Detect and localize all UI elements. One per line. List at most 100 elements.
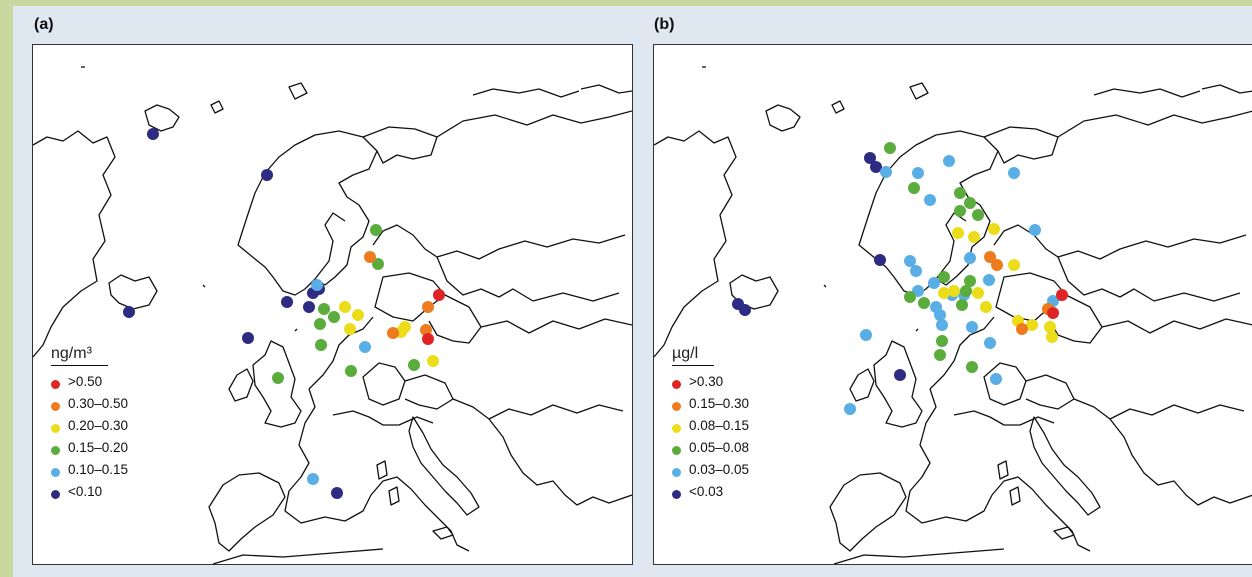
station-dot	[912, 167, 924, 179]
station-dot	[954, 187, 966, 199]
station-dot	[1016, 323, 1028, 335]
station-dot	[433, 289, 445, 301]
station-dot	[988, 223, 1000, 235]
station-dot	[307, 473, 319, 485]
station-dot	[427, 355, 439, 367]
station-dot	[1008, 167, 1020, 179]
station-dot	[938, 287, 950, 299]
panel-b-label: (b)	[654, 16, 674, 34]
station-dot	[242, 332, 254, 344]
legend-dot-icon	[672, 468, 681, 477]
station-dot	[934, 349, 946, 361]
station-dot	[739, 304, 751, 316]
station-dot	[1044, 321, 1056, 333]
map-panel-a: ng/m³ >0.50 0.30–0.50 0.20–0.30 0.15–0.2…	[32, 44, 633, 565]
station-dot	[331, 487, 343, 499]
station-dot	[972, 287, 984, 299]
station-dot	[948, 285, 960, 297]
legend-a-item: 0.10–0.15	[51, 458, 128, 480]
station-dot	[844, 403, 856, 415]
station-dot	[408, 359, 420, 371]
station-dot	[884, 142, 896, 154]
station-dot	[339, 301, 351, 313]
station-dot	[924, 194, 936, 206]
station-dot	[328, 311, 340, 323]
station-dot	[966, 321, 978, 333]
map-panel-b: µg/l >0.30 0.15–0.30 0.08–0.15 0.05–0.08…	[653, 44, 1252, 565]
station-dot	[261, 169, 273, 181]
station-dot	[910, 265, 922, 277]
station-dot	[904, 291, 916, 303]
legend-b-item: 0.03–0.05	[672, 458, 749, 480]
legend-dot-icon	[672, 490, 681, 499]
legend-dot-icon	[672, 446, 681, 455]
legend-a-label: 0.20–0.30	[68, 418, 128, 433]
station-dot	[904, 255, 916, 267]
legend-b-item: 0.05–0.08	[672, 436, 749, 458]
legend-a-label: >0.50	[68, 374, 102, 389]
legend-dot-icon	[51, 446, 60, 455]
legend-b-label: 0.03–0.05	[689, 462, 749, 477]
station-dot	[968, 231, 980, 243]
legend-a: ng/m³ >0.50 0.30–0.50 0.20–0.30 0.15–0.2…	[51, 345, 128, 502]
station-dot	[1046, 331, 1058, 343]
legend-a-label: <0.10	[68, 484, 102, 499]
legend-a-label: 0.15–0.20	[68, 440, 128, 455]
station-dot	[984, 337, 996, 349]
station-dot	[880, 166, 892, 178]
station-dot	[311, 279, 323, 291]
legend-b-title: µg/l	[672, 345, 714, 366]
station-dot	[936, 319, 948, 331]
station-dot	[303, 301, 315, 313]
legend-a-item: <0.10	[51, 480, 128, 502]
legend-b-item: <0.03	[672, 480, 749, 502]
station-dot	[352, 309, 364, 321]
station-dot	[1056, 289, 1068, 301]
legend-b: µg/l >0.30 0.15–0.30 0.08–0.15 0.05–0.08…	[672, 345, 749, 502]
panel-a-label: (a)	[34, 16, 54, 34]
legend-b-item: >0.30	[672, 370, 749, 392]
legend-dot-icon	[672, 424, 681, 433]
station-dot	[399, 321, 411, 333]
legend-a-title: ng/m³	[51, 345, 108, 366]
station-dot	[123, 306, 135, 318]
station-dot	[954, 205, 966, 217]
legend-a-item: 0.20–0.30	[51, 414, 128, 436]
legend-b-label: 0.15–0.30	[689, 396, 749, 411]
station-dot	[990, 373, 1002, 385]
station-dot	[359, 341, 371, 353]
station-dot	[1008, 259, 1020, 271]
legend-dot-icon	[51, 490, 60, 499]
station-dot	[956, 299, 968, 311]
station-dot	[1029, 224, 1041, 236]
station-dot	[980, 301, 992, 313]
station-dot	[964, 252, 976, 264]
station-dot	[318, 303, 330, 315]
legend-dot-icon	[51, 424, 60, 433]
legend-dot-icon	[51, 468, 60, 477]
legend-dot-icon	[51, 402, 60, 411]
legend-b-item: 0.08–0.15	[672, 414, 749, 436]
station-dot	[908, 182, 920, 194]
legend-dot-icon	[51, 380, 60, 389]
station-dot	[991, 259, 1003, 271]
station-dot	[938, 271, 950, 283]
station-dot	[936, 335, 948, 347]
station-dot	[952, 227, 964, 239]
station-dot	[315, 339, 327, 351]
station-dot	[874, 254, 886, 266]
legend-b-label: >0.30	[689, 374, 723, 389]
legend-b-label: 0.05–0.08	[689, 440, 749, 455]
legend-dot-icon	[672, 380, 681, 389]
station-dot	[928, 277, 940, 289]
legend-dot-icon	[672, 402, 681, 411]
station-dot	[1047, 307, 1059, 319]
station-dot	[964, 197, 976, 209]
legend-b-label: <0.03	[689, 484, 723, 499]
station-dot	[894, 369, 906, 381]
legend-b-item: 0.15–0.30	[672, 392, 749, 414]
legend-b-label: 0.08–0.15	[689, 418, 749, 433]
station-dot	[943, 155, 955, 167]
legend-a-item: 0.15–0.20	[51, 436, 128, 458]
station-dot	[370, 224, 382, 236]
